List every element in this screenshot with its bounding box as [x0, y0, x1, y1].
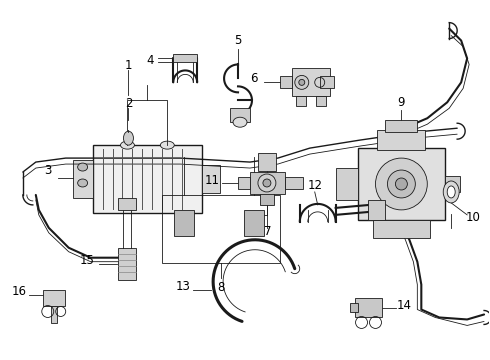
Bar [368, 200, 386, 220]
Bar [260, 193, 274, 205]
Bar [285, 177, 303, 189]
Ellipse shape [443, 181, 459, 203]
Bar [244, 210, 264, 236]
Text: 16: 16 [11, 285, 26, 298]
Bar [93, 145, 202, 213]
Ellipse shape [295, 75, 309, 89]
Ellipse shape [77, 179, 88, 187]
Text: 9: 9 [398, 96, 405, 109]
Ellipse shape [263, 179, 271, 187]
Ellipse shape [388, 170, 416, 198]
Text: 15: 15 [79, 254, 94, 267]
Bar [250, 172, 285, 194]
Bar [296, 96, 306, 106]
Ellipse shape [299, 80, 305, 85]
Text: 10: 10 [466, 211, 481, 224]
Bar [230, 108, 250, 122]
Bar [377, 130, 425, 150]
Ellipse shape [447, 186, 455, 198]
Ellipse shape [160, 141, 174, 149]
Bar [258, 153, 276, 171]
Text: 3: 3 [44, 163, 51, 176]
Bar [336, 168, 358, 200]
Bar [386, 120, 417, 132]
Bar [355, 298, 383, 318]
Bar [43, 289, 65, 306]
Bar [372, 220, 430, 238]
Bar [73, 160, 93, 198]
Bar [445, 176, 460, 192]
Ellipse shape [123, 131, 133, 145]
Bar [319, 76, 334, 88]
Bar [162, 195, 280, 263]
Bar [316, 96, 326, 106]
Text: 8: 8 [218, 281, 225, 294]
Bar [280, 76, 292, 88]
Text: 7: 7 [264, 225, 271, 238]
Ellipse shape [258, 174, 276, 192]
Text: 6: 6 [250, 72, 258, 85]
Text: 4: 4 [147, 54, 154, 67]
Text: 5: 5 [234, 34, 242, 47]
Bar [51, 306, 57, 323]
Bar [202, 165, 220, 193]
Bar [119, 248, 136, 280]
Bar [256, 175, 278, 193]
Ellipse shape [77, 163, 88, 171]
Text: 12: 12 [307, 180, 322, 193]
Bar [174, 210, 194, 236]
Text: 1: 1 [124, 59, 132, 72]
Bar [358, 148, 445, 220]
Text: 2: 2 [124, 97, 132, 110]
Ellipse shape [121, 141, 134, 149]
Bar [173, 54, 197, 62]
Text: 11: 11 [205, 174, 220, 186]
Bar [119, 198, 136, 210]
Ellipse shape [233, 117, 247, 127]
Bar [349, 302, 358, 312]
Ellipse shape [375, 158, 427, 210]
Ellipse shape [395, 178, 407, 190]
Bar [238, 177, 250, 189]
Text: 13: 13 [176, 280, 191, 293]
Text: 14: 14 [397, 299, 412, 312]
Bar [292, 68, 330, 96]
